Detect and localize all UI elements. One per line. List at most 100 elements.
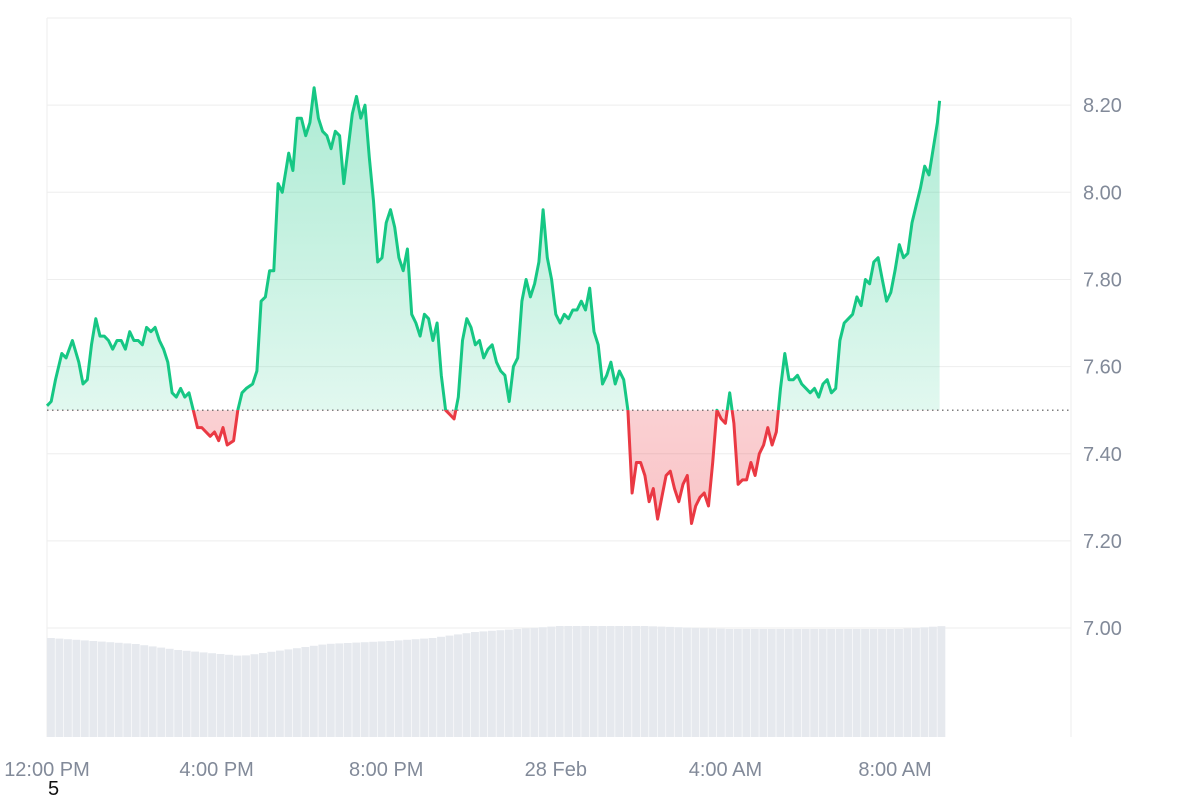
- y-tick-label: 7.60: [1083, 357, 1122, 379]
- volume-bar: [742, 629, 751, 737]
- volume-bar: [437, 636, 445, 737]
- volume-bar: [487, 630, 496, 737]
- volume-bar: [471, 632, 479, 737]
- volume-bar: [174, 650, 183, 737]
- x-tick-label: 28 Feb: [525, 759, 587, 781]
- volume-bars: [47, 626, 946, 737]
- volume-bar: [555, 626, 564, 737]
- volume-bar: [369, 641, 378, 737]
- gridlines: [46, 17, 1072, 737]
- volume-bar: [725, 629, 734, 737]
- volume-bar: [649, 626, 657, 737]
- volume-bar: [106, 642, 115, 737]
- volume-bar: [861, 629, 869, 737]
- volume-bar: [835, 629, 844, 737]
- volume-bar: [301, 647, 310, 737]
- volume-bar: [521, 628, 530, 737]
- volume-bar: [640, 626, 649, 737]
- volume-bar: [140, 645, 149, 737]
- volume-bar: [275, 650, 284, 737]
- volume-bar: [632, 626, 641, 737]
- volume-bar: [148, 646, 157, 737]
- y-tick-label: 7.40: [1083, 444, 1122, 466]
- volume-bar: [903, 628, 912, 737]
- volume-bar: [895, 629, 903, 737]
- volume-bar: [318, 644, 327, 737]
- volume-bar: [920, 627, 929, 737]
- price-lines: [45, 86, 1071, 525]
- volume-bar: [564, 626, 573, 737]
- volume-bar: [292, 648, 301, 737]
- volume-bar: [216, 654, 225, 737]
- volume-bar: [878, 629, 886, 737]
- volume-bar: [793, 629, 802, 737]
- volume-bar: [666, 626, 674, 737]
- x-tick-label: 4:00 PM: [179, 759, 253, 781]
- area-above-baseline: [47, 87, 940, 411]
- volume-bar: [496, 630, 505, 737]
- volume-bar: [309, 645, 318, 737]
- volume-bar: [683, 627, 691, 737]
- volume-bar: [708, 628, 717, 737]
- volume-bar: [733, 629, 742, 737]
- volume-bar: [403, 639, 412, 737]
- volume-bar: [72, 639, 81, 737]
- volume-bar: [47, 638, 55, 737]
- volume-bar: [928, 626, 937, 737]
- volume-bar: [462, 633, 471, 737]
- axes: 7.00 7.20 7.40 7.60 7.80 8.00 8.20 12:00 PM 4:00…: [4, 95, 1122, 781]
- volume-bar: [445, 635, 454, 737]
- y-tick-label: 7.20: [1083, 531, 1122, 553]
- price-line-up: [45, 86, 942, 411]
- volume-bar: [623, 626, 632, 737]
- volume-bar: [335, 643, 344, 737]
- x-tick-label: 12:00 PM: [4, 759, 90, 781]
- volume-bar: [267, 651, 276, 737]
- volume-bar: [386, 641, 395, 737]
- volume-bar: [284, 649, 293, 737]
- x-tick-label: 8:00 AM: [858, 759, 931, 781]
- volume-bar: [572, 626, 581, 737]
- volume-bar: [326, 643, 335, 737]
- volume-bar: [776, 629, 785, 737]
- volume-bar: [165, 648, 174, 737]
- volume-bar: [869, 629, 878, 737]
- volume-bar: [691, 627, 700, 737]
- volume-bar: [343, 643, 352, 737]
- volume-bar: [937, 626, 946, 737]
- volume-bar: [225, 654, 233, 737]
- volume-bar: [538, 627, 547, 737]
- volume-bar: [411, 639, 420, 737]
- volume-bar: [242, 655, 250, 737]
- volume-bar: [674, 627, 683, 737]
- volume-bar: [911, 627, 920, 737]
- volume-bar: [394, 640, 403, 737]
- y-tick-label: 8.00: [1083, 182, 1122, 204]
- volume-bar: [123, 643, 132, 737]
- volume-bar: [250, 654, 259, 737]
- volume-bar: [360, 642, 369, 737]
- volume-bar: [377, 641, 386, 737]
- volume-bar: [852, 629, 861, 737]
- volume-bar: [208, 653, 217, 737]
- volume-bar: [157, 647, 166, 737]
- volume-bar: [784, 629, 793, 737]
- volume-bar: [759, 629, 768, 737]
- volume-bar: [55, 638, 64, 737]
- volume-bar: [420, 638, 429, 737]
- volume-bar: [547, 626, 556, 737]
- price-areas: [47, 87, 940, 524]
- volume-bar: [801, 629, 810, 737]
- volume-bar: [767, 629, 776, 737]
- volume-bar: [581, 626, 590, 737]
- volume-bar: [598, 626, 607, 737]
- volume-bar: [233, 655, 242, 737]
- volume-bar: [199, 652, 208, 737]
- volume-bar: [504, 629, 513, 737]
- y-tick-label: 7.80: [1083, 269, 1122, 291]
- volume-bar: [810, 629, 819, 737]
- x-tick-label: 4:00 AM: [689, 759, 762, 781]
- area-below-baseline: [47, 410, 940, 524]
- volume-bar: [818, 629, 827, 737]
- volume-bar: [259, 653, 267, 737]
